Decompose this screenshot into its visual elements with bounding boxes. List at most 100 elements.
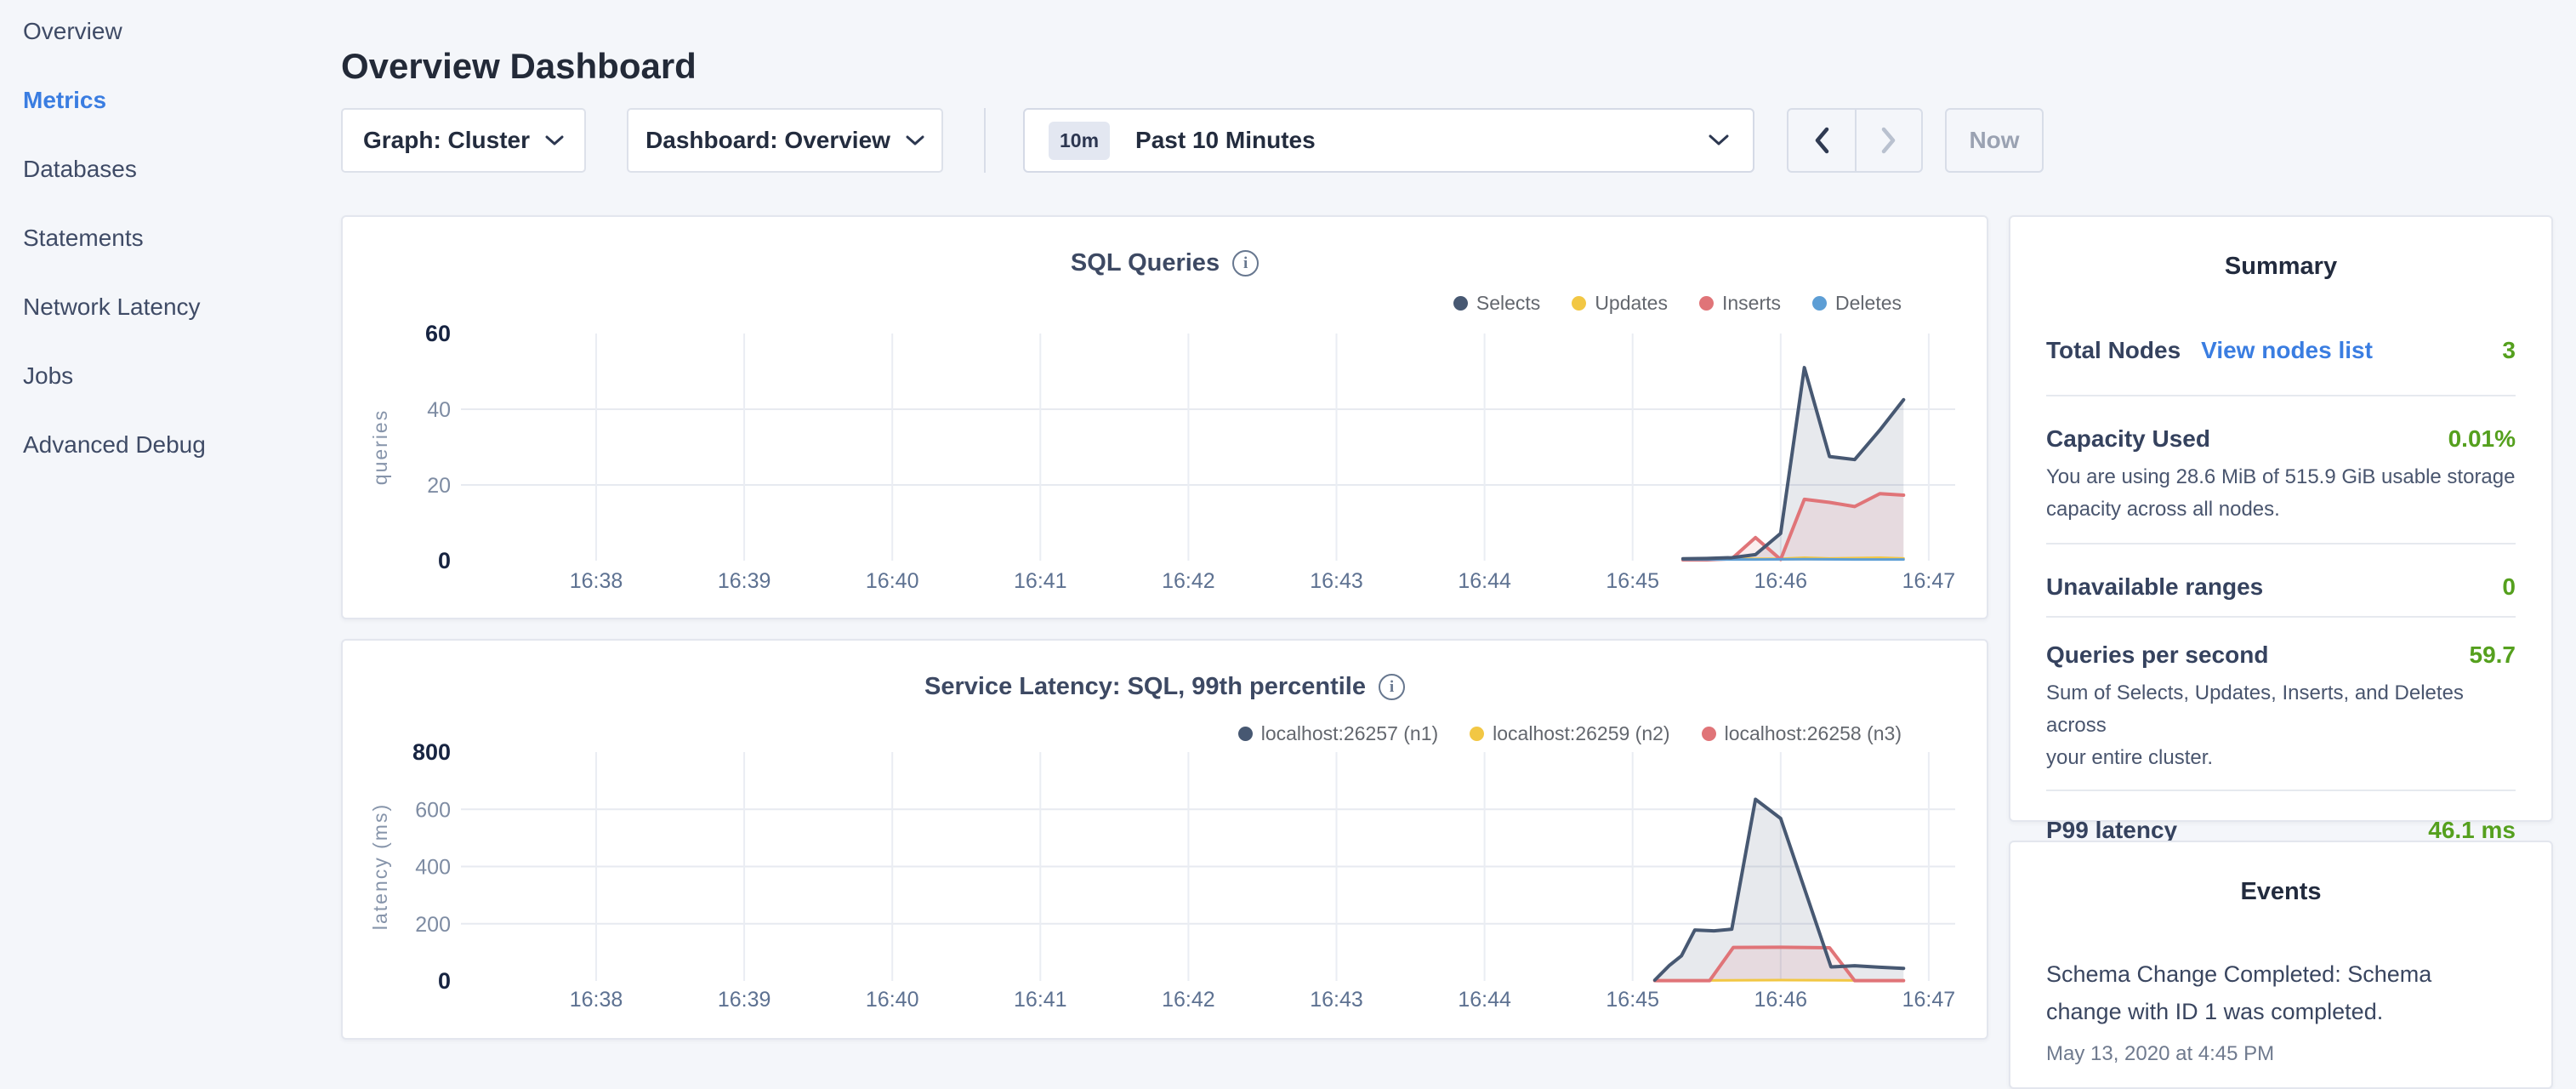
y-tick-label: 600 — [415, 798, 451, 822]
view-nodes-list-link[interactable]: View nodes list — [2201, 337, 2373, 364]
legend-dot-icon — [1453, 296, 1468, 311]
sidebar-item-statements[interactable]: Statements — [23, 225, 206, 251]
summary-description-line: You are using 28.6 MiB of 515.9 GiB usab… — [2046, 461, 2516, 493]
legend-dot-icon — [1572, 296, 1586, 311]
y-tick-label: 200 — [415, 913, 451, 937]
summary-description: Sum of Selects, Updates, Inserts, and De… — [2046, 677, 2516, 774]
legend-label: Inserts — [1722, 292, 1781, 315]
x-tick-label: 16:41 — [1014, 569, 1067, 593]
sidebar-item-network-latency[interactable]: Network Latency — [23, 294, 206, 320]
time-range-selector[interactable]: 10m Past 10 Minutes — [1023, 108, 1754, 173]
chart-title: Service Latency: SQL, 99th percentile — [924, 673, 1366, 701]
x-tick-label: 16:46 — [1754, 988, 1808, 1012]
x-tick-label: 16:45 — [1606, 988, 1659, 1012]
chevron-down-icon — [1709, 134, 1729, 146]
x-tick-label: 16:41 — [1014, 988, 1067, 1012]
legend-item[interactable]: Deletes — [1812, 292, 1902, 315]
event-timestamp: May 13, 2020 at 4:45 PM — [2046, 1042, 2516, 1066]
sidebar-item-databases[interactable]: Databases — [23, 157, 206, 182]
x-tick-label: 16:38 — [570, 569, 623, 593]
summary-value: 3 — [2502, 337, 2516, 364]
summary-label: Total Nodes — [2046, 337, 2181, 364]
events-heading: Events — [2046, 878, 2516, 906]
y-tick-label: 400 — [415, 856, 451, 880]
legend-item[interactable]: localhost:26258 (n3) — [1702, 722, 1902, 745]
x-tick-label: 16:44 — [1458, 988, 1511, 1012]
x-tick-label: 16:42 — [1162, 988, 1215, 1012]
info-icon[interactable]: i — [1232, 250, 1259, 277]
chart-legend: localhost:26257 (n1) localhost:26259 (n2)… — [1238, 722, 1902, 745]
time-forward-button[interactable] — [1855, 110, 1921, 171]
legend-item[interactable]: localhost:26259 (n2) — [1470, 722, 1669, 745]
summary-value: 0 — [2502, 573, 2516, 601]
x-tick-label: 16:47 — [1902, 569, 1956, 593]
sidebar-item-advanced-debug[interactable]: Advanced Debug — [23, 432, 206, 458]
summary-value: 59.7 — [2470, 641, 2516, 669]
chevron-left-icon — [1811, 126, 1832, 155]
summary-description-line: your entire cluster. — [2046, 742, 2516, 774]
sidebar-item-metrics[interactable]: Metrics — [23, 88, 206, 113]
now-button[interactable]: Now — [1945, 108, 2044, 173]
summary-row-total-nodes: Total Nodes View nodes list 3 — [2046, 337, 2516, 364]
legend-dot-icon — [1470, 727, 1484, 741]
event-message[interactable]: Schema Change Completed: Schema change w… — [2046, 955, 2516, 1030]
legend-label: Updates — [1595, 292, 1668, 315]
x-tick-label: 16:39 — [718, 569, 771, 593]
graph-scope-dropdown[interactable]: Graph: Cluster — [341, 108, 586, 173]
legend-label: Selects — [1476, 292, 1540, 315]
time-step-buttons — [1787, 108, 1923, 173]
summary-row-unavailable-ranges: Unavailable ranges 0 — [2046, 573, 2516, 601]
summary-description: You are using 28.6 MiB of 515.9 GiB usab… — [2046, 461, 2516, 526]
y-tick-label: 0 — [438, 968, 451, 994]
sidebar-item-jobs[interactable]: Jobs — [23, 363, 206, 389]
x-tick-label: 16:43 — [1310, 569, 1363, 593]
y-tick-label: 0 — [438, 548, 451, 573]
time-back-button[interactable] — [1788, 110, 1855, 171]
summary-description-line: capacity across all nodes. — [2046, 493, 2516, 526]
legend-dot-icon — [1238, 727, 1253, 741]
x-tick-label: 16:46 — [1754, 569, 1808, 593]
x-tick-label: 16:38 — [570, 988, 623, 1012]
legend-item[interactable]: localhost:26257 (n1) — [1238, 722, 1438, 745]
summary-label: Unavailable ranges — [2046, 573, 2263, 601]
summary-panel: Summary Total Nodes View nodes list 3 Ca… — [2009, 215, 2553, 822]
divider — [2046, 790, 2516, 791]
sidebar: Overview Metrics Databases Statements Ne… — [23, 19, 206, 458]
page-title: Overview Dashboard — [341, 46, 697, 87]
legend-item[interactable]: Selects — [1453, 292, 1540, 315]
event-message-line: Schema Change Completed: Schema — [2046, 955, 2516, 993]
divider — [2046, 395, 2516, 396]
y-axis-title: latency (ms) — [369, 803, 391, 930]
x-tick-label: 16:40 — [866, 569, 919, 593]
chevron-right-icon — [1879, 126, 1899, 155]
toolbar: Graph: Cluster Dashboard: Overview 10m P… — [341, 108, 2044, 173]
legend-label: localhost:26257 (n1) — [1261, 722, 1438, 745]
divider — [2046, 616, 2516, 618]
summary-label: Capacity Used — [2046, 425, 2210, 453]
x-tick-label: 16:45 — [1606, 569, 1659, 593]
summary-row-capacity-used: Capacity Used 0.01% — [2046, 425, 2516, 453]
chart-legend: Selects Updates Inserts Deletes — [1453, 292, 1902, 315]
legend-item[interactable]: Updates — [1572, 292, 1668, 315]
legend-item[interactable]: Inserts — [1699, 292, 1781, 315]
y-axis-title: queries — [369, 409, 391, 485]
divider — [2046, 543, 2516, 544]
info-icon[interactable]: i — [1379, 674, 1405, 700]
toolbar-divider — [984, 108, 986, 173]
sidebar-item-overview[interactable]: Overview — [23, 19, 206, 44]
legend-dot-icon — [1812, 296, 1827, 311]
dashboard-dropdown-label: Dashboard: Overview — [645, 127, 890, 154]
x-tick-label: 16:47 — [1902, 988, 1956, 1012]
time-range-label: Past 10 Minutes — [1135, 127, 1709, 154]
chart-title: SQL Queries — [1071, 249, 1220, 277]
y-tick-label: 800 — [412, 739, 451, 765]
summary-label: Queries per second — [2046, 641, 2268, 669]
legend-dot-icon — [1702, 727, 1716, 741]
y-tick-label: 40 — [427, 398, 451, 422]
events-panel: Events Schema Change Completed: Schema c… — [2009, 841, 2553, 1089]
legend-label: Deletes — [1835, 292, 1902, 315]
legend-dot-icon — [1699, 296, 1714, 311]
dashboard-dropdown[interactable]: Dashboard: Overview — [627, 108, 943, 173]
